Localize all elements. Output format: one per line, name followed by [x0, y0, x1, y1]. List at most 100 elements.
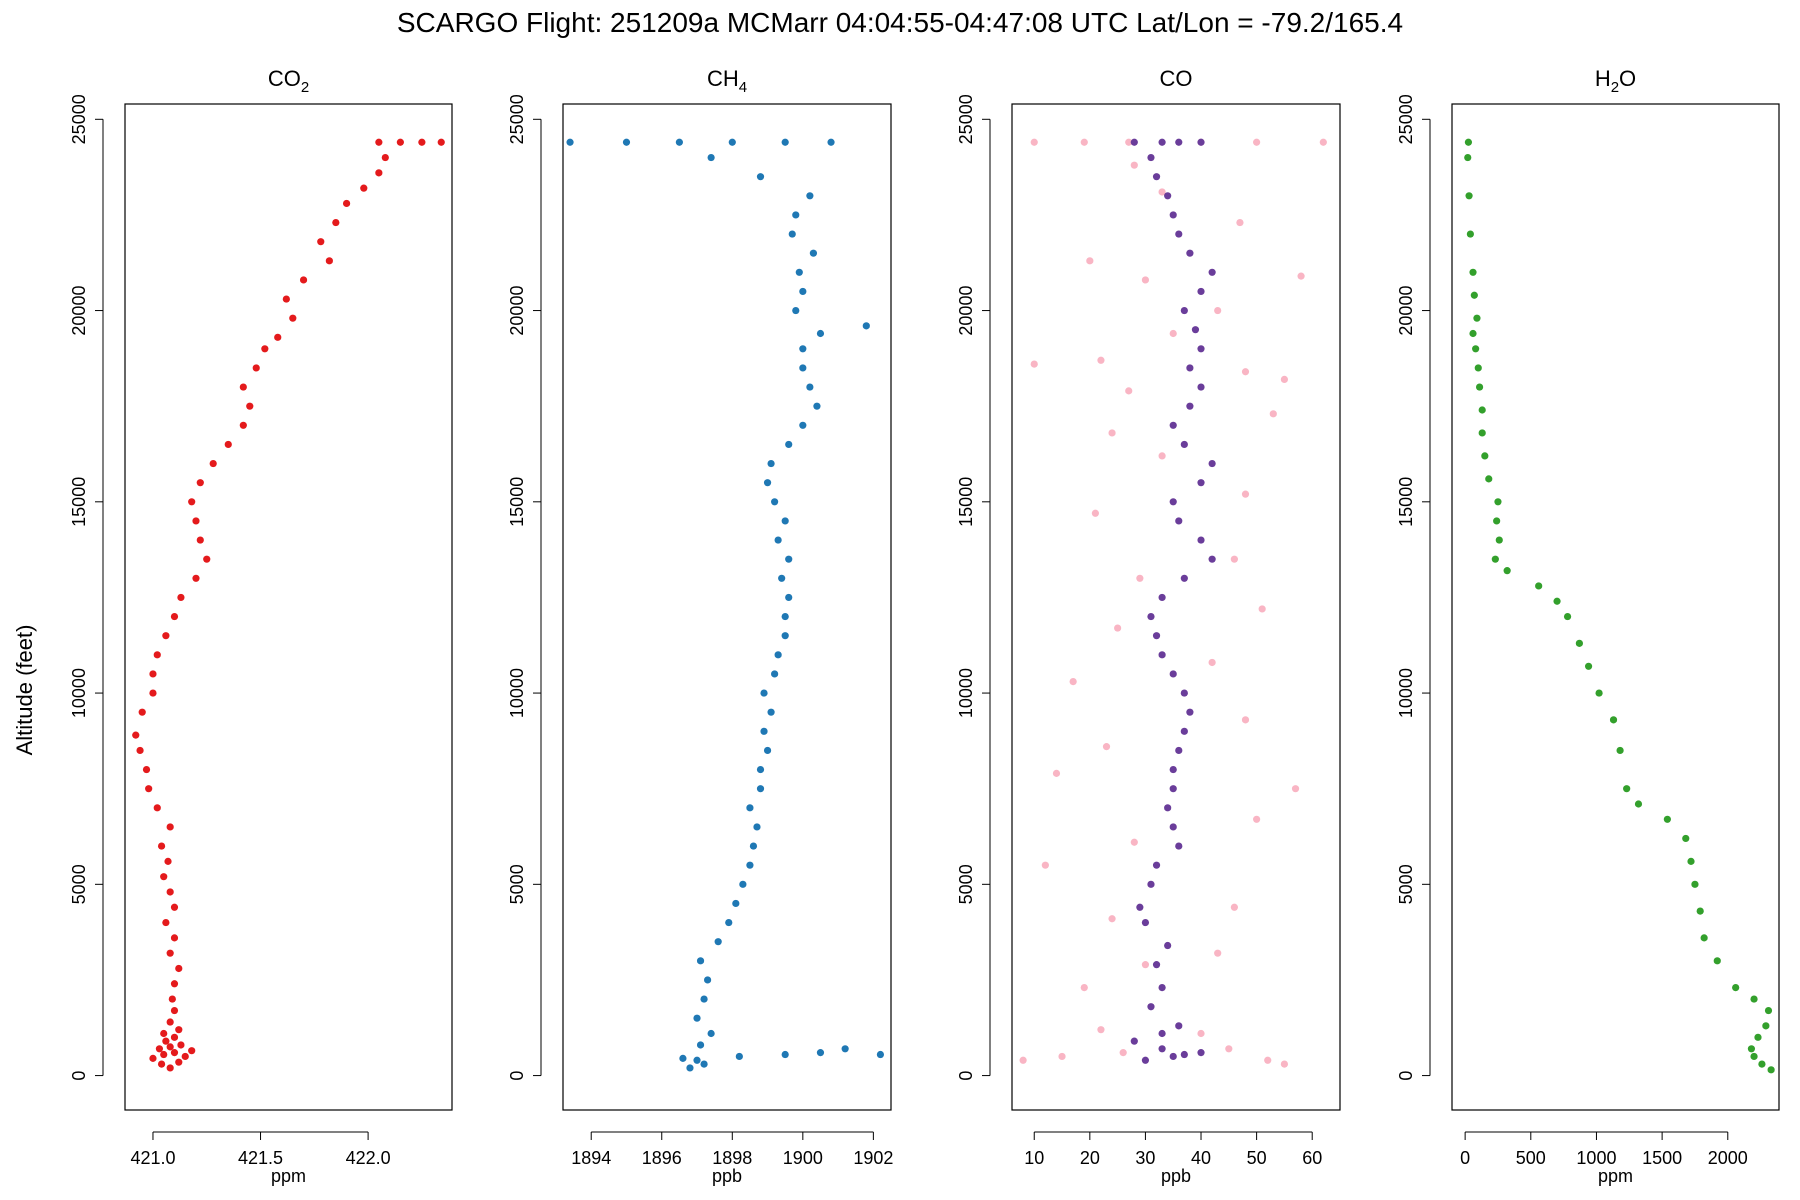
data-point: [162, 918, 170, 927]
x-tick-label: 500: [1516, 1148, 1546, 1168]
data-point: [732, 899, 740, 908]
data-point: [170, 1049, 179, 1057]
data-point: [1130, 138, 1138, 146]
data-point: [785, 593, 793, 602]
data-point: [1264, 1056, 1272, 1064]
y-tick-label: 15000: [956, 477, 976, 527]
data-point: [1097, 1026, 1105, 1034]
data-point: [1291, 785, 1300, 793]
data-point: [1575, 639, 1583, 647]
data-point: [1750, 995, 1758, 1003]
data-point: [1269, 410, 1277, 418]
data-point: [1058, 1052, 1066, 1061]
data-point: [679, 1054, 687, 1062]
data-point: [1130, 1037, 1138, 1045]
data-point: [1114, 624, 1122, 632]
data-point: [806, 383, 814, 391]
data-point: [1080, 983, 1088, 992]
data-point: [149, 1054, 157, 1062]
data-point: [1280, 375, 1289, 384]
data-point: [725, 918, 733, 927]
data-point: [816, 329, 825, 338]
panel-title-main: CH: [707, 66, 739, 91]
data-point: [1180, 440, 1188, 449]
data-point: [325, 257, 333, 265]
data-point: [1152, 173, 1161, 181]
data-point: [753, 823, 761, 831]
panel-title-subscript: 2: [1611, 79, 1619, 96]
data-point: [1464, 138, 1473, 146]
data-point: [1147, 612, 1155, 621]
x-tick-label: 20: [1080, 1148, 1100, 1168]
series-co: [1130, 138, 1216, 1064]
data-point: [166, 823, 174, 831]
data-point: [160, 1050, 168, 1059]
data-point: [1634, 800, 1643, 808]
data-point: [162, 632, 170, 640]
data-point: [1175, 842, 1183, 850]
data-point: [1158, 651, 1166, 659]
data-point: [1147, 1003, 1155, 1011]
data-point: [437, 138, 445, 146]
data-point: [1764, 1006, 1773, 1015]
data-point: [1180, 1050, 1188, 1059]
y-tick-label: 20000: [956, 286, 976, 336]
data-point: [1595, 689, 1603, 697]
data-point: [862, 322, 870, 330]
data-point: [1191, 326, 1200, 334]
data-point: [781, 138, 789, 146]
data-point: [1108, 915, 1116, 923]
data-point: [1158, 188, 1166, 196]
data-point: [1186, 402, 1194, 410]
data-point: [1180, 574, 1188, 582]
data-point: [785, 440, 793, 449]
data-point: [342, 199, 351, 208]
y-tick-label: 15000: [507, 477, 527, 527]
data-point: [1253, 138, 1261, 146]
data-point: [1197, 138, 1205, 146]
data-point: [1478, 429, 1486, 437]
data-point: [781, 612, 789, 621]
data-point: [1169, 498, 1177, 506]
data-point: [1503, 567, 1511, 575]
data-point: [1493, 517, 1501, 525]
data-point: [792, 306, 800, 315]
data-point: [704, 976, 712, 984]
data-point: [1175, 138, 1183, 146]
data-point: [1086, 257, 1094, 265]
data-point: [809, 249, 818, 257]
data-point: [170, 980, 179, 988]
data-point: [1030, 138, 1038, 146]
panel-title: CH4: [707, 66, 747, 96]
data-point: [756, 765, 765, 774]
data-point: [1158, 1045, 1166, 1053]
data-point: [246, 402, 254, 410]
data-point: [700, 995, 708, 1003]
data-point: [1164, 804, 1172, 812]
data-point: [175, 964, 183, 973]
data-point: [162, 1037, 170, 1045]
data-point: [1214, 306, 1222, 315]
panel-3: CO 0 5000 10000 15000 20000 25000 10 20 30 40 50 60 p…: [956, 66, 1341, 1186]
data-point: [1169, 765, 1177, 774]
x-tick-label: 1898: [712, 1148, 752, 1168]
x-tick-label: 1894: [571, 1148, 611, 1168]
data-point: [1208, 555, 1216, 563]
data-point: [1175, 1022, 1183, 1030]
plot-frame: [1451, 103, 1780, 1111]
y-tick-label: 0: [1396, 1071, 1416, 1081]
data-point: [142, 765, 151, 774]
data-point: [813, 402, 821, 410]
data-point: [1147, 880, 1155, 888]
data-point: [196, 479, 204, 487]
data-point: [1696, 907, 1704, 915]
data-point: [1197, 479, 1205, 487]
data-point: [181, 1052, 189, 1061]
data-point: [806, 192, 814, 200]
data-point: [1758, 1060, 1766, 1068]
data-point: [1230, 903, 1238, 911]
data-point: [203, 555, 211, 563]
data-point: [166, 1064, 174, 1072]
